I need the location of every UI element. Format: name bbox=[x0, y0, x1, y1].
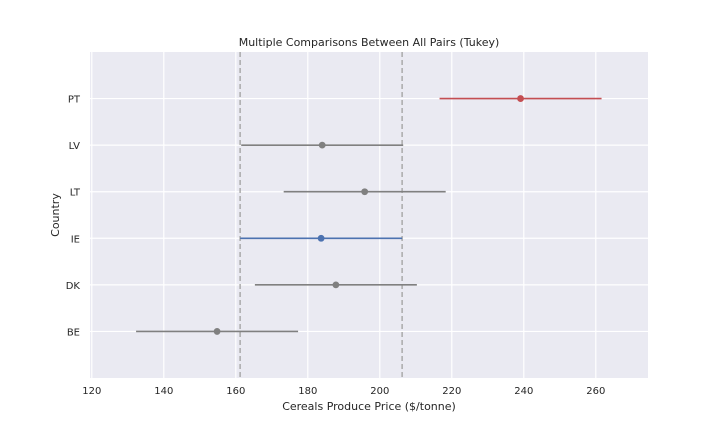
y-tick-label: BE bbox=[67, 327, 80, 338]
plot-area bbox=[90, 52, 648, 378]
x-tick-label: 240 bbox=[514, 386, 533, 397]
y-tick-label: PT bbox=[68, 95, 81, 106]
x-tick-label: 260 bbox=[586, 386, 605, 397]
mean-point-ie bbox=[317, 234, 325, 242]
mean-point-pt bbox=[517, 95, 524, 102]
y-tick-label: LV bbox=[69, 141, 80, 152]
y-tick-labels: PT LV LT IE DK BE bbox=[66, 95, 81, 339]
x-axis-label: Cereals Produce Price ($/tonne) bbox=[282, 400, 456, 413]
y-tick-label: DK bbox=[66, 281, 81, 292]
mean-point-be bbox=[213, 328, 221, 335]
error-bars bbox=[136, 95, 602, 335]
chart-title: Multiple Comparisons Between All Pairs (… bbox=[239, 36, 500, 49]
x-tick-label: 140 bbox=[154, 386, 173, 397]
reference-lines bbox=[239, 52, 403, 378]
x-tick-label: 160 bbox=[226, 386, 245, 397]
y-axis-label: Country bbox=[49, 193, 62, 237]
y-tick-label: LT bbox=[70, 188, 81, 199]
mean-point-lt bbox=[361, 188, 369, 196]
mean-point-dk bbox=[332, 281, 340, 289]
x-tick-label: 120 bbox=[82, 386, 101, 397]
x-tick-label: 180 bbox=[298, 386, 317, 397]
x-tick-label: 220 bbox=[442, 386, 461, 397]
x-tick-label: 200 bbox=[370, 386, 389, 397]
x-tick-labels: 120 140 160 180 200 220 240 260 bbox=[82, 386, 605, 397]
mean-point-lv bbox=[318, 141, 326, 149]
y-tick-label: IE bbox=[71, 234, 80, 245]
